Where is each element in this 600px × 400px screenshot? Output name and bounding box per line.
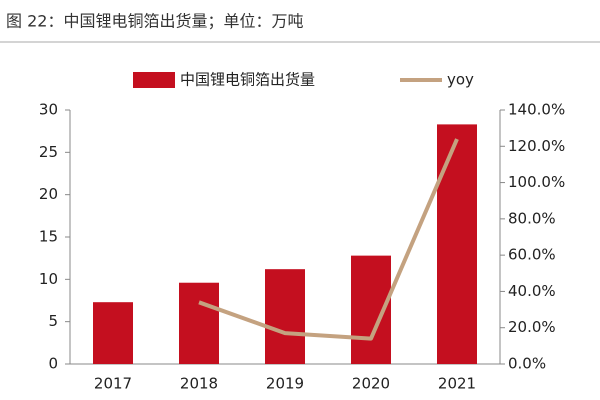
y2-tick-label: 20.0%	[508, 318, 556, 336]
y-tick-label: 15	[39, 228, 58, 246]
legend-label: 中国锂电铜箔出货量	[180, 71, 315, 89]
bar	[437, 124, 477, 364]
x-tick-label: 2020	[352, 375, 390, 393]
x-tick-label: 2021	[438, 375, 476, 393]
y-tick-label: 0	[48, 355, 58, 373]
legend-label: yoy	[447, 71, 474, 89]
y-tick-label: 30	[39, 101, 58, 119]
y2-tick-label: 100.0%	[508, 173, 565, 191]
x-tick-label: 2017	[94, 375, 132, 393]
y2-tick-label: 60.0%	[508, 246, 556, 264]
x-tick-label: 2019	[266, 375, 304, 393]
bar	[265, 269, 305, 364]
bar	[179, 282, 219, 364]
legend-swatch	[133, 72, 175, 88]
y-tick-label: 20	[39, 185, 58, 203]
line	[198, 138, 459, 341]
y2-tick-label: 80.0%	[508, 209, 556, 227]
x-tick-label: 2018	[180, 375, 218, 393]
y2-tick-label: 120.0%	[508, 137, 565, 155]
y2-tick-label: 140.0%	[508, 101, 565, 119]
chart-title: 图 22：中国锂电铜箔出货量；单位：万吨	[6, 12, 303, 31]
bar	[93, 302, 133, 364]
y-tick-label: 25	[39, 143, 58, 161]
y2-tick-label: 40.0%	[508, 282, 556, 300]
y-tick-label: 10	[39, 270, 58, 288]
y-tick-label: 5	[48, 312, 58, 330]
y2-tick-label: 0.0%	[508, 355, 546, 373]
